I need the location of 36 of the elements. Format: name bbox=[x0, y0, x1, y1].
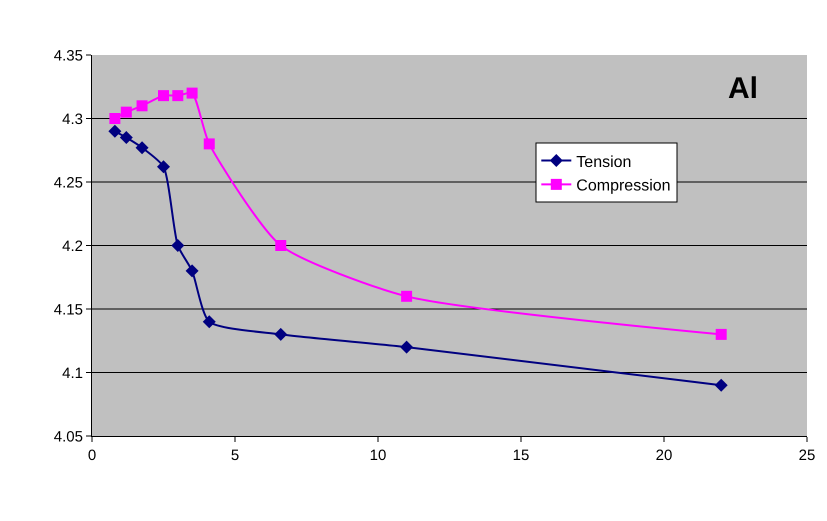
point bbox=[172, 90, 184, 102]
point bbox=[204, 138, 215, 150]
point bbox=[157, 160, 170, 174]
x-tick-label: 0 bbox=[88, 447, 96, 464]
point bbox=[401, 290, 412, 302]
point bbox=[202, 315, 216, 328]
point bbox=[136, 100, 148, 112]
point bbox=[400, 340, 414, 354]
point bbox=[714, 378, 728, 392]
y-tick-label: 4.15 bbox=[54, 301, 83, 318]
annotation: Al bbox=[728, 72, 758, 105]
point bbox=[186, 88, 198, 99]
x-tick-label: 15 bbox=[512, 447, 530, 464]
point bbox=[186, 264, 199, 278]
y-tick-label: 4.25 bbox=[54, 174, 83, 192]
legend-label: Tension bbox=[576, 154, 632, 171]
x-tick-label: 25 bbox=[798, 447, 816, 464]
x-tick-label: 10 bbox=[370, 447, 386, 464]
point bbox=[108, 124, 122, 138]
point bbox=[158, 90, 169, 102]
point bbox=[171, 239, 184, 252]
y-tick-label: 4.05 bbox=[54, 428, 83, 446]
legend-label: Compression bbox=[576, 178, 671, 195]
point bbox=[136, 141, 149, 154]
point bbox=[120, 106, 132, 118]
y-tick-label: 4.35 bbox=[54, 47, 83, 64]
x-tick-label: 5 bbox=[230, 447, 240, 464]
point bbox=[109, 113, 120, 124]
point bbox=[275, 240, 286, 251]
y-tick-label: 4.1 bbox=[62, 364, 83, 382]
point bbox=[120, 131, 133, 144]
point bbox=[716, 328, 727, 340]
point bbox=[274, 328, 288, 341]
y-tick-label: 4.3 bbox=[62, 110, 83, 128]
y-tick-label: 4.2 bbox=[62, 238, 83, 255]
x-tick-label: 20 bbox=[656, 447, 672, 464]
